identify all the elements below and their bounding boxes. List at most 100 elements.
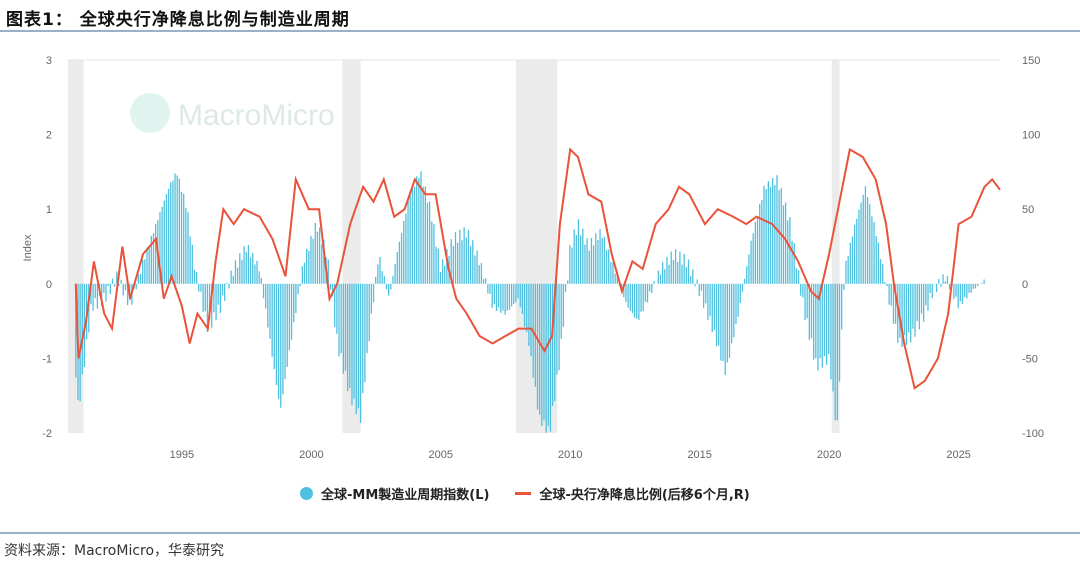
bar-mfg-cycle bbox=[433, 224, 435, 284]
bar-mfg-cycle bbox=[176, 175, 178, 284]
bar-mfg-cycle bbox=[724, 283, 726, 375]
bar-mfg-cycle bbox=[381, 271, 383, 284]
bar-mfg-cycle bbox=[370, 283, 373, 314]
bar-mfg-cycle bbox=[560, 283, 562, 339]
bar-mfg-cycle bbox=[869, 204, 871, 284]
bar-mfg-cycle bbox=[422, 186, 424, 284]
bar-mfg-cycle bbox=[838, 283, 841, 382]
bar-mfg-cycle bbox=[735, 283, 737, 325]
bar-mfg-cycle bbox=[927, 283, 929, 311]
bar-mfg-cycle bbox=[226, 282, 228, 284]
bar-mfg-cycle bbox=[498, 283, 500, 308]
bar-mfg-cycle bbox=[224, 283, 226, 301]
figure-title: 图表1： 全球央行净降息比例与制造业周期 bbox=[6, 10, 350, 30]
bar-mfg-cycle bbox=[845, 260, 847, 284]
bar-mfg-cycle bbox=[586, 238, 588, 284]
bar-mfg-cycle bbox=[457, 242, 459, 284]
bar-mfg-cycle bbox=[961, 283, 964, 305]
x-tick-label: 2015 bbox=[687, 449, 711, 461]
bar-mfg-cycle bbox=[808, 283, 810, 340]
bar-mfg-cycle bbox=[120, 279, 122, 284]
bar-mfg-cycle bbox=[411, 186, 414, 284]
bar-mfg-cycle bbox=[834, 283, 836, 421]
bar-mfg-cycle bbox=[312, 238, 314, 284]
bar-mfg-cycle bbox=[875, 236, 877, 284]
bar-mfg-cycle bbox=[670, 251, 672, 284]
bar-mfg-cycle bbox=[489, 283, 491, 294]
bar-mfg-cycle bbox=[871, 216, 873, 284]
watermark-text: MacroMicro bbox=[178, 99, 335, 132]
bar-mfg-cycle bbox=[260, 277, 263, 284]
bar-mfg-cycle bbox=[707, 283, 709, 320]
bar-mfg-cycle bbox=[601, 238, 603, 284]
bar-mfg-cycle bbox=[687, 259, 690, 284]
bar-mfg-cycle bbox=[142, 259, 144, 284]
bar-mfg-cycle bbox=[819, 283, 821, 359]
bar-mfg-cycle bbox=[737, 283, 739, 317]
bar-mfg-cycle bbox=[295, 283, 297, 314]
bar-mfg-cycle bbox=[541, 283, 543, 427]
bar-mfg-cycle bbox=[752, 233, 754, 284]
bar-mfg-cycle bbox=[862, 194, 864, 284]
bar-mfg-cycle bbox=[633, 283, 636, 318]
bar-mfg-cycle bbox=[551, 283, 554, 406]
bar-mfg-cycle bbox=[485, 278, 487, 284]
bar-mfg-cycle bbox=[677, 261, 679, 284]
bar-mfg-cycle bbox=[784, 202, 787, 284]
bar-mfg-cycle bbox=[277, 283, 280, 399]
bar-mfg-cycle bbox=[789, 217, 791, 284]
bar-mfg-cycle bbox=[625, 283, 627, 302]
bar-mfg-cycle bbox=[383, 276, 385, 284]
bar-mfg-cycle bbox=[810, 283, 813, 339]
bar-mfg-cycle bbox=[517, 283, 519, 299]
y2-tick-label: 0 bbox=[1022, 279, 1028, 291]
bar-mfg-cycle bbox=[221, 283, 224, 296]
bar-mfg-cycle bbox=[172, 180, 174, 284]
bar-mfg-cycle bbox=[318, 227, 321, 284]
bar-mfg-cycle bbox=[767, 181, 769, 284]
y2-tick-label: 150 bbox=[1022, 55, 1040, 67]
bar-mfg-cycle bbox=[610, 261, 612, 284]
bar-mfg-cycle bbox=[170, 182, 172, 284]
bar-mfg-cycle bbox=[700, 283, 703, 291]
bar-mfg-cycle bbox=[892, 283, 895, 324]
bar-mfg-cycle bbox=[873, 222, 875, 284]
bar-mfg-cycle bbox=[280, 283, 282, 408]
bar-mfg-cycle bbox=[282, 283, 284, 395]
bar-mfg-cycle bbox=[416, 176, 418, 284]
bar-mfg-cycle bbox=[890, 283, 892, 306]
bar-mfg-cycle bbox=[843, 283, 845, 290]
bar-mfg-cycle bbox=[232, 275, 234, 284]
bar-mfg-cycle bbox=[500, 283, 502, 313]
bar-mfg-cycle bbox=[746, 266, 748, 284]
bar-mfg-cycle bbox=[672, 260, 675, 284]
bar-mfg-cycle bbox=[821, 283, 823, 368]
bar-mfg-cycle bbox=[802, 283, 804, 298]
bar-mfg-cycle bbox=[359, 283, 362, 424]
source-note: 资料来源：MacroMicro，华泰研究 bbox=[4, 543, 225, 559]
bar-mfg-cycle bbox=[515, 283, 517, 303]
bar-mfg-cycle bbox=[204, 283, 206, 312]
bar-mfg-cycle bbox=[135, 283, 137, 290]
bar-mfg-cycle bbox=[275, 283, 278, 386]
bar-mfg-cycle bbox=[236, 267, 239, 284]
bar-mfg-cycle bbox=[420, 171, 422, 284]
legend-bar-swatch bbox=[300, 487, 313, 500]
bar-mfg-cycle bbox=[446, 249, 448, 284]
bar-mfg-cycle bbox=[910, 283, 912, 343]
y-tick-label: 0 bbox=[46, 279, 52, 291]
x-tick-label: 1995 bbox=[170, 449, 194, 461]
bar-mfg-cycle bbox=[651, 283, 653, 294]
bar-mfg-cycle bbox=[79, 283, 81, 402]
bar-mfg-cycle bbox=[297, 283, 299, 295]
bar-mfg-cycle bbox=[452, 245, 455, 284]
bar-mfg-cycle bbox=[539, 283, 541, 415]
bar-mfg-cycle bbox=[750, 240, 752, 284]
bar-mfg-cycle bbox=[942, 274, 944, 284]
bar-mfg-cycle bbox=[213, 283, 215, 313]
bar-mfg-cycle bbox=[331, 283, 334, 297]
bar-mfg-cycle bbox=[592, 245, 595, 284]
x-tick-label: 2005 bbox=[429, 449, 453, 461]
bar-mfg-cycle bbox=[718, 283, 720, 346]
bar-mfg-cycle bbox=[938, 279, 940, 284]
